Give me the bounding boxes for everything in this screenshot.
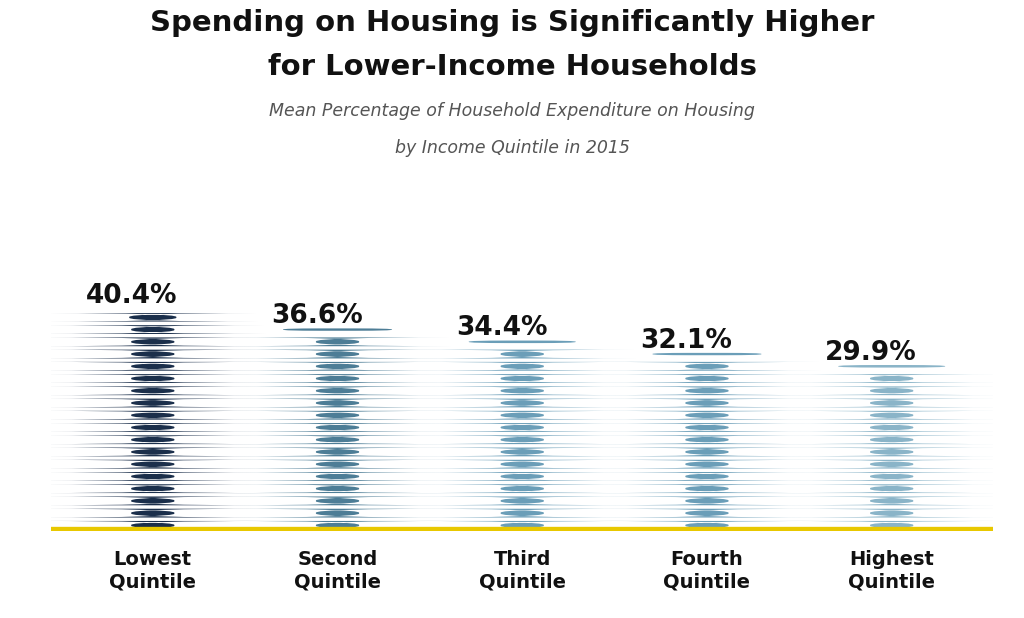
FancyBboxPatch shape <box>652 353 762 355</box>
FancyBboxPatch shape <box>410 399 635 407</box>
FancyBboxPatch shape <box>224 423 451 432</box>
Text: 36.6%: 36.6% <box>271 303 362 329</box>
FancyBboxPatch shape <box>224 447 451 456</box>
FancyBboxPatch shape <box>594 435 820 444</box>
FancyBboxPatch shape <box>40 411 266 420</box>
FancyBboxPatch shape <box>224 496 451 506</box>
FancyBboxPatch shape <box>594 496 820 506</box>
FancyBboxPatch shape <box>410 374 635 383</box>
Text: for Lower-Income Households: for Lower-Income Households <box>267 53 757 80</box>
FancyBboxPatch shape <box>594 447 820 456</box>
FancyBboxPatch shape <box>224 374 451 383</box>
FancyBboxPatch shape <box>594 521 820 530</box>
FancyBboxPatch shape <box>778 509 1005 517</box>
FancyBboxPatch shape <box>40 362 266 371</box>
FancyBboxPatch shape <box>410 447 635 456</box>
Text: Mean Percentage of Household Expenditure on Housing: Mean Percentage of Household Expenditure… <box>269 102 755 120</box>
FancyBboxPatch shape <box>40 435 266 444</box>
FancyBboxPatch shape <box>594 423 820 432</box>
FancyBboxPatch shape <box>40 337 266 346</box>
Text: 34.4%: 34.4% <box>456 315 547 341</box>
FancyBboxPatch shape <box>224 337 451 346</box>
FancyBboxPatch shape <box>40 325 266 334</box>
FancyBboxPatch shape <box>410 460 635 468</box>
FancyBboxPatch shape <box>778 399 1005 407</box>
FancyBboxPatch shape <box>40 460 266 468</box>
FancyBboxPatch shape <box>40 472 266 481</box>
FancyBboxPatch shape <box>40 399 266 407</box>
FancyBboxPatch shape <box>40 386 266 395</box>
FancyBboxPatch shape <box>778 423 1005 432</box>
FancyBboxPatch shape <box>40 521 266 530</box>
Text: by Income Quintile in 2015: by Income Quintile in 2015 <box>394 139 630 157</box>
FancyBboxPatch shape <box>594 362 820 371</box>
FancyBboxPatch shape <box>594 485 820 493</box>
FancyBboxPatch shape <box>778 496 1005 506</box>
FancyBboxPatch shape <box>410 350 635 358</box>
FancyBboxPatch shape <box>40 374 266 383</box>
Text: 29.9%: 29.9% <box>825 340 916 366</box>
FancyBboxPatch shape <box>224 509 451 517</box>
FancyBboxPatch shape <box>594 399 820 407</box>
FancyBboxPatch shape <box>594 509 820 517</box>
FancyBboxPatch shape <box>410 411 635 420</box>
FancyBboxPatch shape <box>594 460 820 468</box>
FancyBboxPatch shape <box>778 485 1005 493</box>
FancyBboxPatch shape <box>839 365 945 368</box>
FancyBboxPatch shape <box>594 374 820 383</box>
FancyBboxPatch shape <box>224 362 451 371</box>
FancyBboxPatch shape <box>40 485 266 493</box>
FancyBboxPatch shape <box>410 423 635 432</box>
Text: Spending on Housing is Significantly Higher: Spending on Housing is Significantly Hig… <box>150 9 874 37</box>
FancyBboxPatch shape <box>594 411 820 420</box>
FancyBboxPatch shape <box>410 435 635 444</box>
Text: 32.1%: 32.1% <box>640 328 732 353</box>
FancyBboxPatch shape <box>778 472 1005 481</box>
FancyBboxPatch shape <box>410 521 635 530</box>
FancyBboxPatch shape <box>410 362 635 371</box>
FancyBboxPatch shape <box>778 386 1005 395</box>
FancyBboxPatch shape <box>778 447 1005 456</box>
FancyBboxPatch shape <box>40 447 266 456</box>
FancyBboxPatch shape <box>778 411 1005 420</box>
FancyBboxPatch shape <box>410 509 635 517</box>
FancyBboxPatch shape <box>224 350 451 358</box>
FancyBboxPatch shape <box>40 423 266 432</box>
Text: 40.4%: 40.4% <box>86 282 178 308</box>
FancyBboxPatch shape <box>283 328 392 331</box>
FancyBboxPatch shape <box>224 411 451 420</box>
FancyBboxPatch shape <box>224 472 451 481</box>
FancyBboxPatch shape <box>224 460 451 468</box>
FancyBboxPatch shape <box>224 435 451 444</box>
FancyBboxPatch shape <box>410 496 635 506</box>
FancyBboxPatch shape <box>410 472 635 481</box>
FancyBboxPatch shape <box>224 521 451 530</box>
FancyBboxPatch shape <box>224 386 451 395</box>
FancyBboxPatch shape <box>778 521 1005 530</box>
FancyBboxPatch shape <box>224 485 451 493</box>
FancyBboxPatch shape <box>594 472 820 481</box>
FancyBboxPatch shape <box>778 374 1005 383</box>
FancyBboxPatch shape <box>778 460 1005 468</box>
FancyBboxPatch shape <box>40 496 266 506</box>
FancyBboxPatch shape <box>40 350 266 358</box>
FancyBboxPatch shape <box>410 485 635 493</box>
FancyBboxPatch shape <box>778 435 1005 444</box>
FancyBboxPatch shape <box>48 313 258 321</box>
FancyBboxPatch shape <box>410 386 635 395</box>
FancyBboxPatch shape <box>224 399 451 407</box>
FancyBboxPatch shape <box>594 386 820 395</box>
FancyBboxPatch shape <box>40 509 266 517</box>
FancyBboxPatch shape <box>469 341 575 343</box>
